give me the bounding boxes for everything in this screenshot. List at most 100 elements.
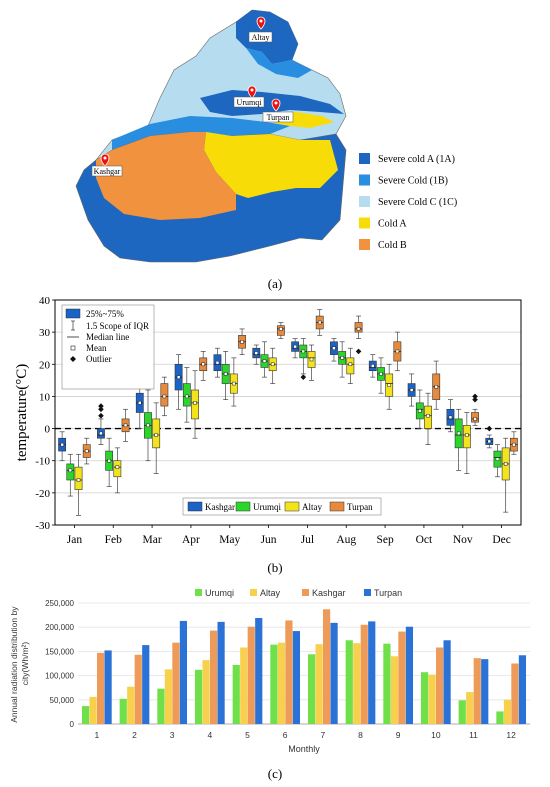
outlier-marker — [300, 374, 307, 380]
bar-urumqi-7 — [307, 654, 316, 724]
bar-kashgar-7 — [322, 609, 331, 724]
bar-altay-7 — [315, 644, 323, 724]
mean-marker — [99, 431, 103, 436]
bar-x-tick-label: 10 — [431, 730, 441, 740]
bar-turpan-6 — [292, 631, 301, 724]
mean-marker — [356, 327, 361, 331]
bar-turpan-7 — [330, 622, 338, 724]
y-tick-label: 40 — [39, 295, 51, 307]
radiation-bar-chart: 0 50,000 100,000 150,000 200,000 250,000 Annua… — [9, 588, 530, 754]
y-tick-label: 20 — [39, 359, 51, 371]
series-legend-label: Altay — [302, 502, 322, 512]
series-legend-swatch — [187, 501, 203, 512]
y-tick-label: -10 — [35, 456, 50, 468]
bar-x-tick-label: 6 — [283, 730, 288, 740]
series-legend-label: Urumqi — [253, 502, 281, 512]
mean-marker — [371, 364, 375, 368]
box-urumqi-may — [221, 351, 230, 400]
bar-x-tick-label: 7 — [320, 730, 325, 740]
mean-marker — [262, 359, 267, 363]
legend-outlier-label: Outlier — [86, 354, 112, 364]
city-label-urumqi: Urumqi — [237, 98, 263, 107]
bar-x-tick-label: 3 — [170, 730, 175, 740]
box-urumqi-jun — [260, 341, 269, 378]
box-turpan-may — [238, 328, 246, 355]
mean-marker — [448, 415, 453, 420]
bar-turpan-2 — [142, 645, 150, 724]
legend-label: Severe Cold (1B) — [378, 176, 448, 187]
mean-marker — [387, 383, 391, 387]
bar-turpan-10 — [443, 640, 451, 724]
mean-marker — [465, 433, 469, 437]
box-turpan-apr — [199, 351, 208, 381]
x-tick-label: Oct — [416, 534, 433, 546]
mean-marker — [512, 442, 516, 447]
city-label-altay: Altay — [252, 33, 270, 42]
mean-marker — [223, 372, 228, 376]
bar-y-tick-label: 0 — [70, 720, 75, 729]
mean-marker — [456, 431, 461, 436]
series-legend: Kashgar Urumqi Altay Turpan — [182, 497, 382, 516]
box-altay-may — [229, 357, 238, 407]
bar-kashgar-9 — [398, 631, 406, 724]
mean-marker — [60, 442, 64, 447]
bar-urumqi-12 — [496, 711, 504, 724]
mean-marker — [107, 458, 111, 463]
bar-altay-12 — [503, 699, 512, 724]
bar-altay-5 — [240, 647, 248, 724]
mean-marker — [340, 356, 344, 360]
legend-label: Severe Cold C (1C) — [378, 197, 457, 208]
box-turpan-sep — [393, 331, 402, 372]
mean-marker — [193, 401, 197, 405]
box-urumqi-apr — [182, 367, 191, 423]
mean-marker — [495, 457, 500, 461]
panel-a-label: (a) — [268, 276, 282, 291]
box-altay-apr — [191, 370, 199, 439]
mean-marker — [348, 362, 353, 367]
bar-x-tick-label: 4 — [207, 730, 212, 740]
box-altay-dec — [501, 437, 510, 513]
bar-x-tick-label: 12 — [506, 730, 516, 740]
box-altay-jul — [307, 344, 316, 381]
bar-altay-2 — [127, 686, 135, 724]
box-kashgar-may — [213, 347, 222, 378]
mean-marker — [301, 349, 306, 354]
bar-y-tick-label: 250,000 — [45, 599, 74, 608]
box-kashgar-jul — [291, 338, 300, 359]
box-altay-sep — [385, 363, 394, 410]
mean-marker — [201, 362, 205, 367]
x-tick-label: Jun — [261, 534, 277, 546]
legend-mean-icon — [70, 345, 76, 351]
bar-legend-label: Turpan — [374, 588, 402, 598]
box-turpan-feb — [121, 408, 130, 442]
bar-x-tick-label: 8 — [358, 730, 363, 740]
bar-x-tick-label: 2 — [132, 730, 137, 740]
mean-marker — [270, 362, 275, 367]
bar-legend-label: Kashgar — [312, 588, 346, 598]
temperature-boxplot: -30 -20 -10 0 10 20 30 40 temperature(°C) Jan Feb M… — [14, 295, 522, 546]
legend-outlier-icon — [70, 356, 76, 362]
bar-legend-swatch — [364, 589, 371, 596]
box-kashgar-jun — [252, 344, 261, 365]
legend-median-label: Median line — [86, 332, 129, 342]
y-axis-label: temperature(°C) — [14, 364, 30, 462]
map-legend: Severe cold A (1A) Severe Cold (1B) Severe… — [359, 153, 457, 251]
mean-marker — [332, 346, 336, 350]
bar-x-tick-label: 9 — [396, 730, 401, 740]
bar-y-tick-label: 200,000 — [45, 623, 74, 632]
legend-swatch — [359, 174, 370, 186]
mean-marker — [293, 344, 297, 349]
box-altay-jun — [268, 347, 277, 384]
bar-x-tick-label: 1 — [94, 730, 99, 740]
map-region-cold-a-south — [204, 132, 338, 198]
bar-kashgar-8 — [360, 624, 368, 724]
bar-altay-9 — [390, 656, 399, 724]
map-marker-urumqi: Urumqi — [233, 85, 265, 108]
x-tick-label: Mar — [142, 534, 161, 546]
bar-legend-label: Altay — [260, 588, 281, 598]
mean-marker — [185, 394, 189, 399]
y-tick-label: 30 — [39, 327, 51, 339]
mean-marker — [309, 357, 314, 362]
series-legend-label: Kashgar — [205, 502, 235, 512]
